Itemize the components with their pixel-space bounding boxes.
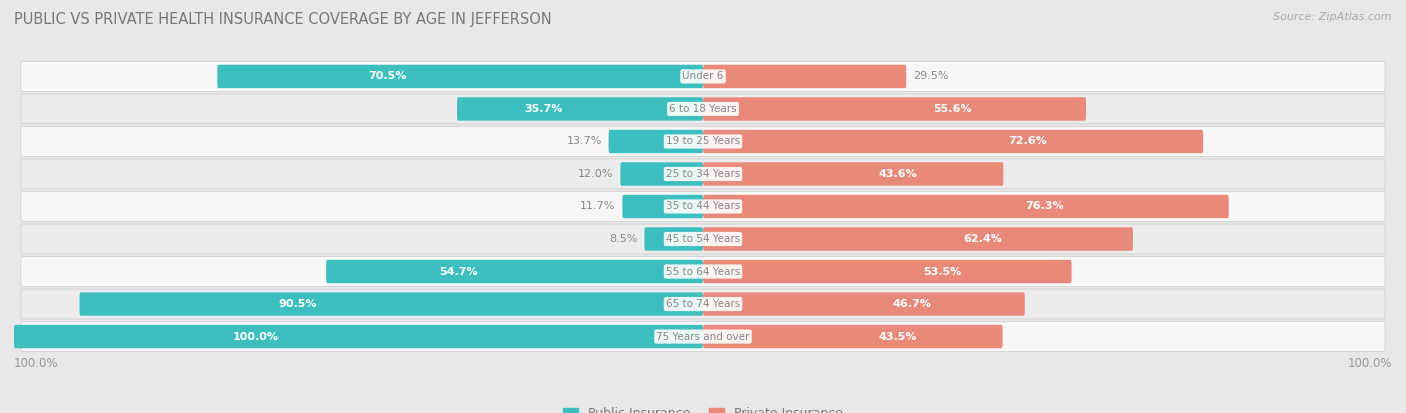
FancyBboxPatch shape bbox=[21, 289, 1385, 319]
Text: 62.4%: 62.4% bbox=[963, 234, 1002, 244]
Text: 100.0%: 100.0% bbox=[232, 332, 278, 342]
FancyBboxPatch shape bbox=[21, 159, 1385, 189]
FancyBboxPatch shape bbox=[457, 97, 703, 121]
Text: 6 to 18 Years: 6 to 18 Years bbox=[669, 104, 737, 114]
Text: 90.5%: 90.5% bbox=[278, 299, 316, 309]
Text: 25 to 34 Years: 25 to 34 Years bbox=[666, 169, 740, 179]
Text: 65 to 74 Years: 65 to 74 Years bbox=[666, 299, 740, 309]
Text: 13.7%: 13.7% bbox=[567, 136, 602, 147]
FancyBboxPatch shape bbox=[703, 130, 1204, 153]
FancyBboxPatch shape bbox=[21, 62, 1385, 91]
Text: 19 to 25 Years: 19 to 25 Years bbox=[666, 136, 740, 147]
FancyBboxPatch shape bbox=[703, 260, 1071, 283]
Text: 70.5%: 70.5% bbox=[368, 71, 406, 81]
Text: 43.5%: 43.5% bbox=[879, 332, 917, 342]
FancyBboxPatch shape bbox=[80, 292, 703, 316]
FancyBboxPatch shape bbox=[21, 126, 1385, 157]
Text: 35 to 44 Years: 35 to 44 Years bbox=[666, 202, 740, 211]
Text: 100.0%: 100.0% bbox=[1347, 357, 1392, 370]
Text: 53.5%: 53.5% bbox=[924, 266, 962, 277]
Text: 43.6%: 43.6% bbox=[879, 169, 918, 179]
Text: 8.5%: 8.5% bbox=[609, 234, 637, 244]
Text: 11.7%: 11.7% bbox=[581, 202, 616, 211]
Text: 12.0%: 12.0% bbox=[578, 169, 613, 179]
Text: 76.3%: 76.3% bbox=[1025, 202, 1064, 211]
FancyBboxPatch shape bbox=[703, 292, 1025, 316]
FancyBboxPatch shape bbox=[14, 325, 703, 348]
FancyBboxPatch shape bbox=[703, 325, 1002, 348]
Text: 100.0%: 100.0% bbox=[14, 357, 59, 370]
FancyBboxPatch shape bbox=[21, 256, 1385, 287]
Text: 29.5%: 29.5% bbox=[912, 71, 949, 81]
FancyBboxPatch shape bbox=[703, 195, 1229, 218]
Text: 55.6%: 55.6% bbox=[932, 104, 972, 114]
FancyBboxPatch shape bbox=[703, 97, 1085, 121]
FancyBboxPatch shape bbox=[326, 260, 703, 283]
Text: 72.6%: 72.6% bbox=[1008, 136, 1047, 147]
Text: 35.7%: 35.7% bbox=[524, 104, 562, 114]
Text: Under 6: Under 6 bbox=[682, 71, 724, 81]
FancyBboxPatch shape bbox=[218, 65, 703, 88]
FancyBboxPatch shape bbox=[620, 162, 703, 186]
FancyBboxPatch shape bbox=[21, 322, 1385, 351]
Text: 54.7%: 54.7% bbox=[439, 266, 478, 277]
Text: 45 to 54 Years: 45 to 54 Years bbox=[666, 234, 740, 244]
FancyBboxPatch shape bbox=[623, 195, 703, 218]
FancyBboxPatch shape bbox=[703, 162, 1004, 186]
FancyBboxPatch shape bbox=[21, 94, 1385, 124]
Text: 55 to 64 Years: 55 to 64 Years bbox=[666, 266, 740, 277]
FancyBboxPatch shape bbox=[21, 224, 1385, 254]
FancyBboxPatch shape bbox=[703, 227, 1133, 251]
Text: 75 Years and over: 75 Years and over bbox=[657, 332, 749, 342]
Text: PUBLIC VS PRIVATE HEALTH INSURANCE COVERAGE BY AGE IN JEFFERSON: PUBLIC VS PRIVATE HEALTH INSURANCE COVER… bbox=[14, 12, 551, 27]
FancyBboxPatch shape bbox=[609, 130, 703, 153]
Legend: Public Insurance, Private Insurance: Public Insurance, Private Insurance bbox=[562, 407, 844, 413]
Text: Source: ZipAtlas.com: Source: ZipAtlas.com bbox=[1274, 12, 1392, 22]
FancyBboxPatch shape bbox=[21, 192, 1385, 221]
FancyBboxPatch shape bbox=[703, 65, 907, 88]
Text: 46.7%: 46.7% bbox=[893, 299, 932, 309]
FancyBboxPatch shape bbox=[644, 227, 703, 251]
